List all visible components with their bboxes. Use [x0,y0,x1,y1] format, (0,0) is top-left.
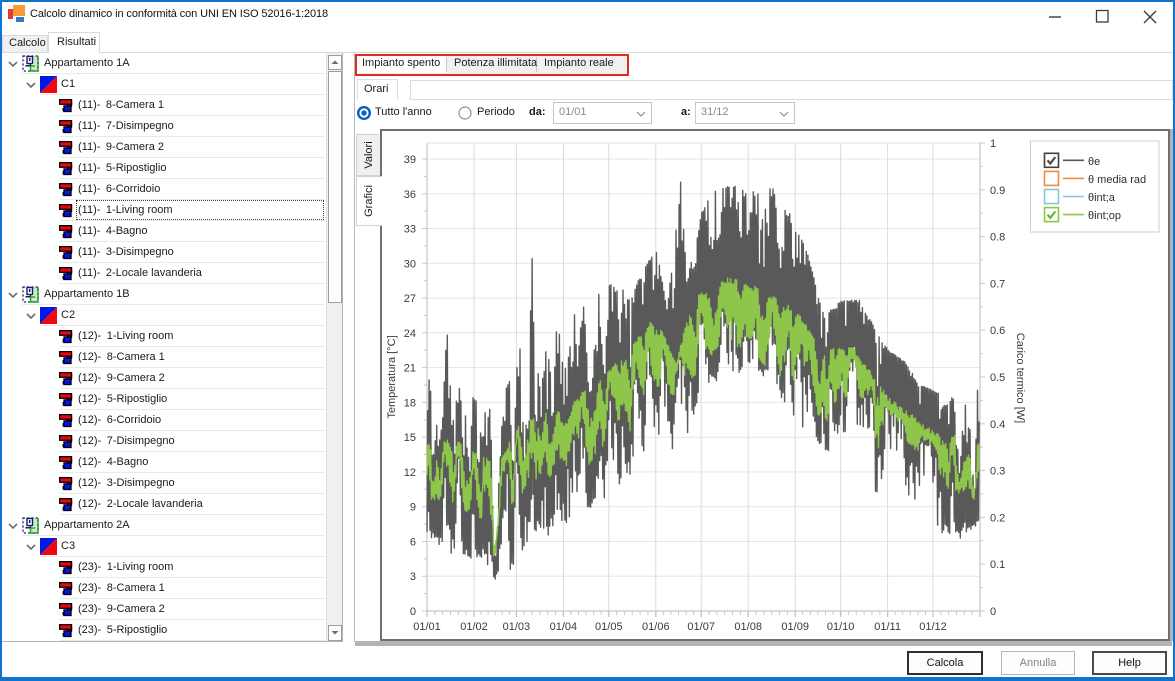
svg-text:3: 3 [410,571,416,583]
svg-text:01/11: 01/11 [874,621,901,633]
svg-text:0.4: 0.4 [990,419,1005,431]
svg-text:9: 9 [410,502,416,514]
svg-text:Grafici: Grafici [363,185,375,217]
svg-text:0: 0 [410,606,416,618]
svg-text:21: 21 [404,363,416,375]
svg-text:01/01: 01/01 [413,621,441,633]
svg-text:0.5: 0.5 [990,372,1005,384]
svg-text:01/06: 01/06 [642,621,670,633]
svg-text:Temperatura [°C]: Temperatura [°C] [386,335,398,418]
svg-text:01/09: 01/09 [781,621,809,633]
svg-text:6: 6 [410,537,416,549]
svg-text:15: 15 [404,432,416,444]
svg-text:0.9: 0.9 [990,185,1005,197]
svg-text:θe: θe [1088,156,1100,168]
svg-text:01/12: 01/12 [919,621,947,633]
svg-text:0.1: 0.1 [990,559,1005,571]
svg-text:01/05: 01/05 [595,621,623,633]
svg-text:01/04: 01/04 [550,621,578,633]
svg-text:01/03: 01/03 [503,621,531,633]
svg-text:θint;a: θint;a [1088,192,1116,204]
svg-text:01/08: 01/08 [734,621,762,633]
svg-text:1: 1 [990,138,996,150]
svg-text:θint;op: θint;op [1088,210,1121,222]
svg-text:27: 27 [404,293,416,305]
svg-text:Valori: Valori [363,141,375,168]
svg-text:12: 12 [404,467,416,479]
svg-text:Carico termico [W]: Carico termico [W] [1014,333,1026,423]
svg-text:39: 39 [404,154,416,166]
svg-text:0.3: 0.3 [990,466,1005,478]
svg-text:01/10: 01/10 [827,621,855,633]
svg-text:24: 24 [404,328,416,340]
svg-text:0.7: 0.7 [990,278,1005,290]
svg-text:01/02: 01/02 [460,621,488,633]
svg-text:30: 30 [404,258,416,270]
svg-text:01/07: 01/07 [687,621,715,633]
svg-text:36: 36 [404,189,416,201]
svg-text:18: 18 [404,397,416,409]
svg-text:0.6: 0.6 [990,325,1005,337]
svg-text:33: 33 [404,224,416,236]
svg-text:0.2: 0.2 [990,512,1005,524]
svg-text:θ media rad: θ media rad [1088,174,1146,186]
svg-text:0.8: 0.8 [990,232,1005,244]
svg-text:0: 0 [990,606,996,618]
